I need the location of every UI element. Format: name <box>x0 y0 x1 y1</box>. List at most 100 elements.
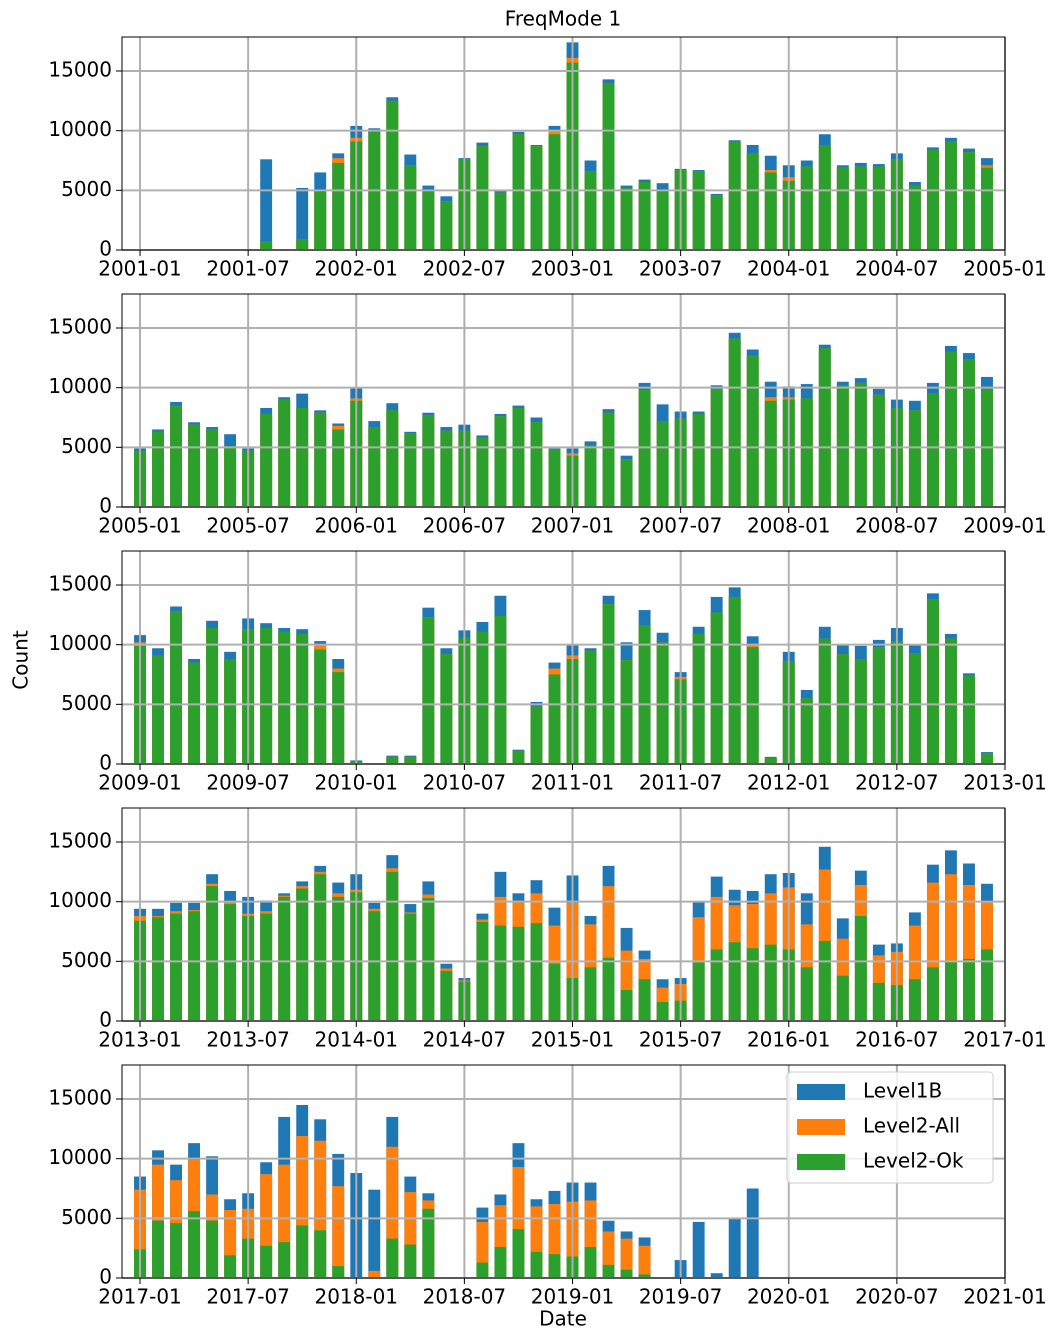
bar <box>404 165 417 250</box>
bar <box>656 191 669 250</box>
bar <box>530 706 543 764</box>
bar <box>314 1230 327 1278</box>
plot-frame <box>121 36 1006 251</box>
x-tick-label: 2016-07 <box>855 1028 939 1052</box>
bar <box>620 1269 633 1278</box>
bar <box>944 351 957 507</box>
bar <box>836 167 849 250</box>
bar <box>836 385 849 507</box>
bar <box>404 1192 417 1278</box>
bar <box>386 1238 399 1278</box>
bar <box>944 874 957 1021</box>
bar <box>530 1251 543 1278</box>
bar <box>314 1140 327 1278</box>
y-tick-label: 10000 <box>48 631 112 655</box>
bar <box>638 1245 651 1278</box>
x-tick-label: 2011-01 <box>531 771 615 795</box>
x-tick-label: 2005-07 <box>206 514 290 538</box>
bar <box>764 758 777 764</box>
bar <box>818 638 831 764</box>
bar <box>332 896 345 1021</box>
bar <box>188 424 201 507</box>
bar <box>854 915 867 1021</box>
bar <box>854 166 867 250</box>
x-tick-label: 2018-07 <box>423 1285 507 1309</box>
bar <box>963 884 975 1021</box>
bar <box>476 631 489 764</box>
bar <box>620 660 633 764</box>
bar <box>512 134 525 250</box>
bar <box>602 82 615 250</box>
y-tick-label: 0 <box>99 751 112 775</box>
bar <box>944 961 957 1021</box>
bar <box>638 625 651 764</box>
bar <box>854 382 867 507</box>
bar <box>944 638 957 764</box>
bar <box>260 1174 273 1278</box>
x-tick-label: 2020-01 <box>747 1285 831 1309</box>
bar <box>296 239 309 250</box>
bar <box>386 871 399 1021</box>
bar <box>908 979 921 1021</box>
bar <box>584 444 597 507</box>
bar <box>206 886 219 1021</box>
x-tick-label: 2007-07 <box>639 514 723 538</box>
bar <box>584 1246 597 1278</box>
bar <box>656 421 669 507</box>
legend-label: Level2-All <box>863 1114 960 1138</box>
bar <box>710 949 723 1021</box>
bar <box>818 348 831 507</box>
bar <box>296 187 309 250</box>
bar <box>494 416 507 507</box>
bar <box>512 926 525 1021</box>
bar <box>422 617 435 764</box>
x-tick-label: 2006-07 <box>423 514 507 538</box>
bar <box>152 431 164 507</box>
bar <box>332 1186 345 1278</box>
y-tick-label: 5000 <box>61 177 112 201</box>
bar <box>602 1264 615 1278</box>
bar <box>476 146 489 250</box>
y-tick-label: 0 <box>99 237 112 261</box>
bar <box>386 1146 399 1278</box>
bar <box>404 913 417 1021</box>
bar <box>278 1164 291 1278</box>
x-tick-label: 2004-07 <box>855 257 939 281</box>
x-tick-label: 2001-01 <box>98 257 182 281</box>
bar <box>584 967 597 1021</box>
bar <box>728 942 741 1021</box>
y-tick-label: 5000 <box>61 434 112 458</box>
bar <box>728 338 741 507</box>
bar <box>224 658 237 764</box>
y-tick-label: 0 <box>99 494 112 518</box>
bar <box>170 1223 183 1278</box>
x-tick-label: 2007-01 <box>531 514 615 538</box>
legend-label: Level2-Ok <box>863 1149 964 1173</box>
bar <box>152 655 164 764</box>
x-tick-label: 2013-01 <box>963 771 1047 795</box>
x-tick-label: 2003-01 <box>531 257 615 281</box>
bar <box>548 1204 561 1278</box>
y-tick-label: 10000 <box>48 374 112 398</box>
bar <box>476 1262 489 1278</box>
x-tick-label: 2009-01 <box>98 771 182 795</box>
bar <box>260 241 273 250</box>
x-tick-label: 2005-01 <box>963 257 1047 281</box>
bar <box>872 394 885 507</box>
y-tick-label: 15000 <box>48 58 112 82</box>
y-tick-label: 15000 <box>48 572 112 596</box>
bar <box>926 967 939 1021</box>
bar <box>818 144 831 250</box>
bar <box>260 1245 273 1278</box>
y-tick-label: 15000 <box>48 1086 112 1110</box>
x-tick-label: 2015-07 <box>639 1028 723 1052</box>
bar <box>836 975 849 1021</box>
bar <box>314 649 327 764</box>
x-tick-label: 2009-01 <box>963 514 1047 538</box>
bar <box>746 153 759 250</box>
bar <box>386 756 399 764</box>
bar <box>854 658 867 764</box>
bar <box>981 753 993 764</box>
bar <box>386 410 399 507</box>
